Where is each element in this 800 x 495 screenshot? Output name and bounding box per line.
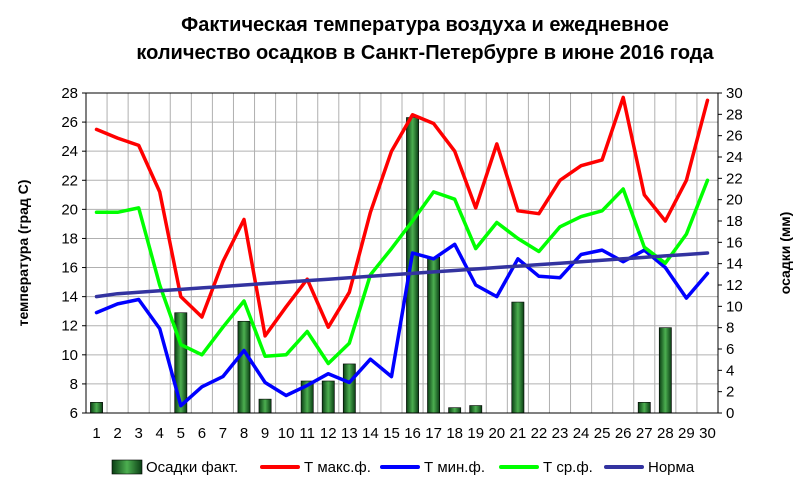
x-tick-label-23: 23: [552, 425, 569, 442]
x-tick-label-7: 7: [219, 425, 227, 442]
y-tick-label-left-20: 20: [61, 201, 78, 218]
series-line-1: [94, 95, 710, 338]
y-tick-label-left-12: 12: [61, 318, 78, 335]
precip-bar-18: [448, 407, 462, 414]
y-tick-label-left-8: 8: [70, 376, 78, 393]
legend-label-4: Т ср.ф.: [543, 459, 593, 476]
x-ticks: 1 2 3 4 5 6 7 8 9 10 11 12 13 14 15 16 17 18 19 20 21 22 23 24 2…: [92, 425, 715, 442]
x-tick-label-1: 1: [92, 425, 100, 442]
y-tick-label-right-10: 10: [726, 298, 743, 315]
x-tick-label-12: 12: [320, 425, 337, 442]
y-tick-label-right-18: 18: [726, 213, 743, 230]
x-tick-label-28: 28: [657, 425, 674, 442]
legend-label-5: Норма: [648, 459, 695, 476]
y-tick-label-right-20: 20: [726, 192, 743, 209]
y-tick-label-right-24: 24: [726, 149, 743, 166]
precip-bar-8: [237, 320, 251, 414]
x-tick-label-19: 19: [467, 425, 484, 442]
x-tick-label-2: 2: [113, 425, 121, 442]
y-tick-label-right-4: 4: [726, 362, 734, 379]
series-line-3: [94, 178, 710, 366]
x-tick-label-18: 18: [446, 425, 463, 442]
y-tick-label-right-22: 22: [726, 170, 743, 187]
x-tick-label-22: 22: [531, 425, 548, 442]
precip-bar-1: [90, 402, 103, 414]
legend-swatch-1: [111, 459, 143, 475]
plot-area-border: [85, 92, 719, 414]
y-tick-label-left-26: 26: [61, 114, 78, 131]
precip-bar-12: [321, 380, 335, 414]
precip-bar-27: [637, 402, 651, 414]
y-tick-label-left-28: 28: [61, 85, 78, 102]
x-tick-label-13: 13: [341, 425, 358, 442]
y-tick-label-left-6: 6: [70, 405, 78, 422]
x-tick-label-3: 3: [134, 425, 142, 442]
x-tick-label-8: 8: [240, 425, 248, 442]
y-axis-label-right: осадки (мм): [777, 212, 793, 295]
y-tick-label-right-8: 8: [726, 320, 734, 337]
precip-bar-16: [406, 117, 419, 414]
y-tick-label-right-6: 6: [726, 341, 734, 358]
x-tick-label-16: 16: [404, 425, 421, 442]
precip-bar-9: [258, 398, 272, 414]
y-tick-label-right-16: 16: [726, 234, 743, 251]
x-tick-label-10: 10: [278, 425, 295, 442]
y-tick-label-left-18: 18: [61, 230, 78, 247]
precip-bar-28: [658, 327, 672, 414]
y-tick-label-right-30: 30: [726, 85, 743, 102]
x-tick-label-21: 21: [510, 425, 527, 442]
y-tick-label-right-2: 2: [726, 384, 734, 401]
x-tick-label-11: 11: [299, 425, 315, 442]
x-tick-label-30: 30: [699, 425, 716, 442]
legend-label-1: Осадки факт.: [146, 459, 238, 476]
y-tick-label-right-26: 26: [726, 128, 743, 145]
x-tick-label-14: 14: [362, 425, 379, 442]
x-tick-label-9: 9: [261, 425, 269, 442]
x-tick-label-26: 26: [615, 425, 632, 442]
x-tick-label-24: 24: [573, 425, 590, 442]
y-tick-label-left-16: 16: [61, 260, 78, 277]
y-tick-label-left-22: 22: [61, 172, 78, 189]
chart-title-line-1: Фактическая температура воздуха и ежедне…: [181, 14, 669, 36]
x-tick-label-29: 29: [678, 425, 695, 442]
series-line-4: [94, 251, 710, 299]
x-tick-label-17: 17: [425, 425, 442, 442]
y-tick-label-right-12: 12: [726, 277, 743, 294]
y-tick-label-left-14: 14: [61, 289, 78, 306]
y-tick-label-right-28: 28: [726, 106, 743, 123]
legend: Осадки факт. Т макс.ф. Т мин.ф. Т ср.ф. Норм…: [111, 459, 695, 476]
legend-label-3: Т мин.ф.: [424, 459, 485, 476]
x-tick-label-25: 25: [594, 425, 611, 442]
series-line-2: [94, 242, 710, 408]
y-ticks-left: 6 8 10 12 14 16 18 20 22 24 26 28: [61, 85, 86, 422]
precip-bar-17: [427, 256, 441, 414]
y-tick-label-right-0: 0: [726, 405, 734, 422]
chart-title-line-2: количество осадков в Санкт-Петербурге в …: [136, 42, 714, 64]
y-axis-label-left: температура (град С): [15, 180, 31, 327]
temperature-lines: [94, 95, 710, 408]
x-tick-label-4: 4: [156, 425, 164, 442]
x-tick-label-20: 20: [488, 425, 505, 442]
x-tick-label-15: 15: [383, 425, 400, 442]
x-tick-label-27: 27: [636, 425, 653, 442]
y-tick-label-right-14: 14: [726, 256, 743, 273]
x-tick-label-6: 6: [198, 425, 206, 442]
y-tick-label-left-10: 10: [61, 347, 78, 364]
precip-bar-19: [469, 405, 483, 414]
precip-bar-13: [342, 363, 356, 414]
y-tick-label-left-24: 24: [61, 143, 78, 160]
x-tick-label-5: 5: [177, 425, 185, 442]
precip-bar-21: [511, 301, 525, 414]
legend-label-2: Т макс.ф.: [304, 459, 371, 476]
